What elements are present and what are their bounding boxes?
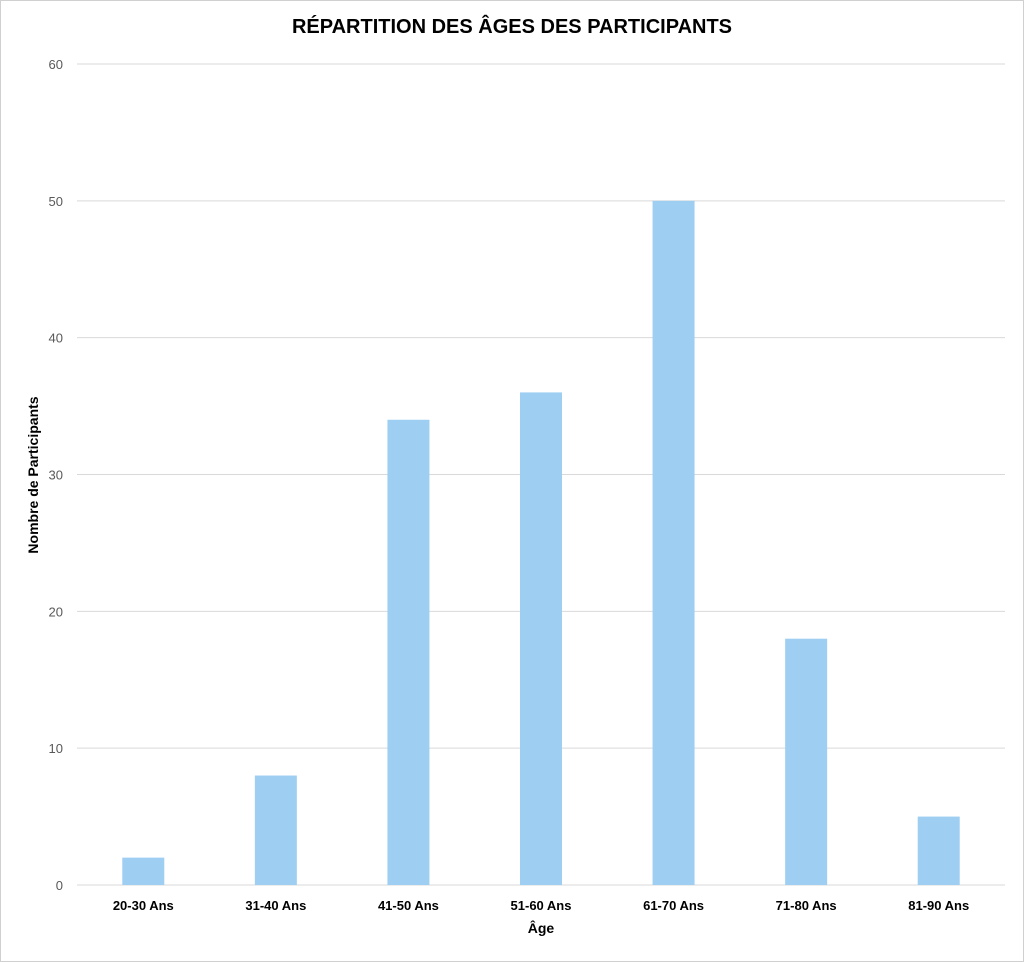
- bar-31-40-ans: [254, 775, 297, 885]
- y-tick-label: 50: [49, 194, 63, 209]
- x-tick-label: 41-50 Ans: [378, 898, 439, 913]
- bar-71-80-ans: [785, 638, 828, 885]
- bar-61-70-ans: [652, 200, 695, 886]
- y-tick-label: 10: [49, 741, 63, 756]
- x-tick-label: 20-30 Ans: [113, 898, 174, 913]
- x-tick-label: 61-70 Ans: [643, 898, 704, 913]
- x-tick-label: 31-40 Ans: [245, 898, 306, 913]
- y-tick-label: 60: [49, 57, 63, 72]
- x-axis-title: Âge: [527, 920, 555, 936]
- y-tick-label: 30: [49, 468, 63, 483]
- bar-20-30-ans: [122, 857, 165, 885]
- x-tick-label: 71-80 Ans: [776, 898, 837, 913]
- y-tick-label: 40: [49, 331, 63, 346]
- chart-title: RÉPARTITION DES ÂGES DES PARTICIPANTS: [291, 16, 733, 38]
- y-tick-label: 20: [49, 604, 63, 619]
- y-tick-label: 0: [56, 878, 63, 893]
- bar-51-60-ans: [520, 392, 562, 885]
- x-tick-label: 51-60 Ans: [511, 898, 572, 913]
- bar-81-90-ans: [917, 816, 960, 885]
- bar-41-50-ans: [387, 419, 430, 885]
- x-tick-label: 81-90 Ans: [908, 898, 969, 913]
